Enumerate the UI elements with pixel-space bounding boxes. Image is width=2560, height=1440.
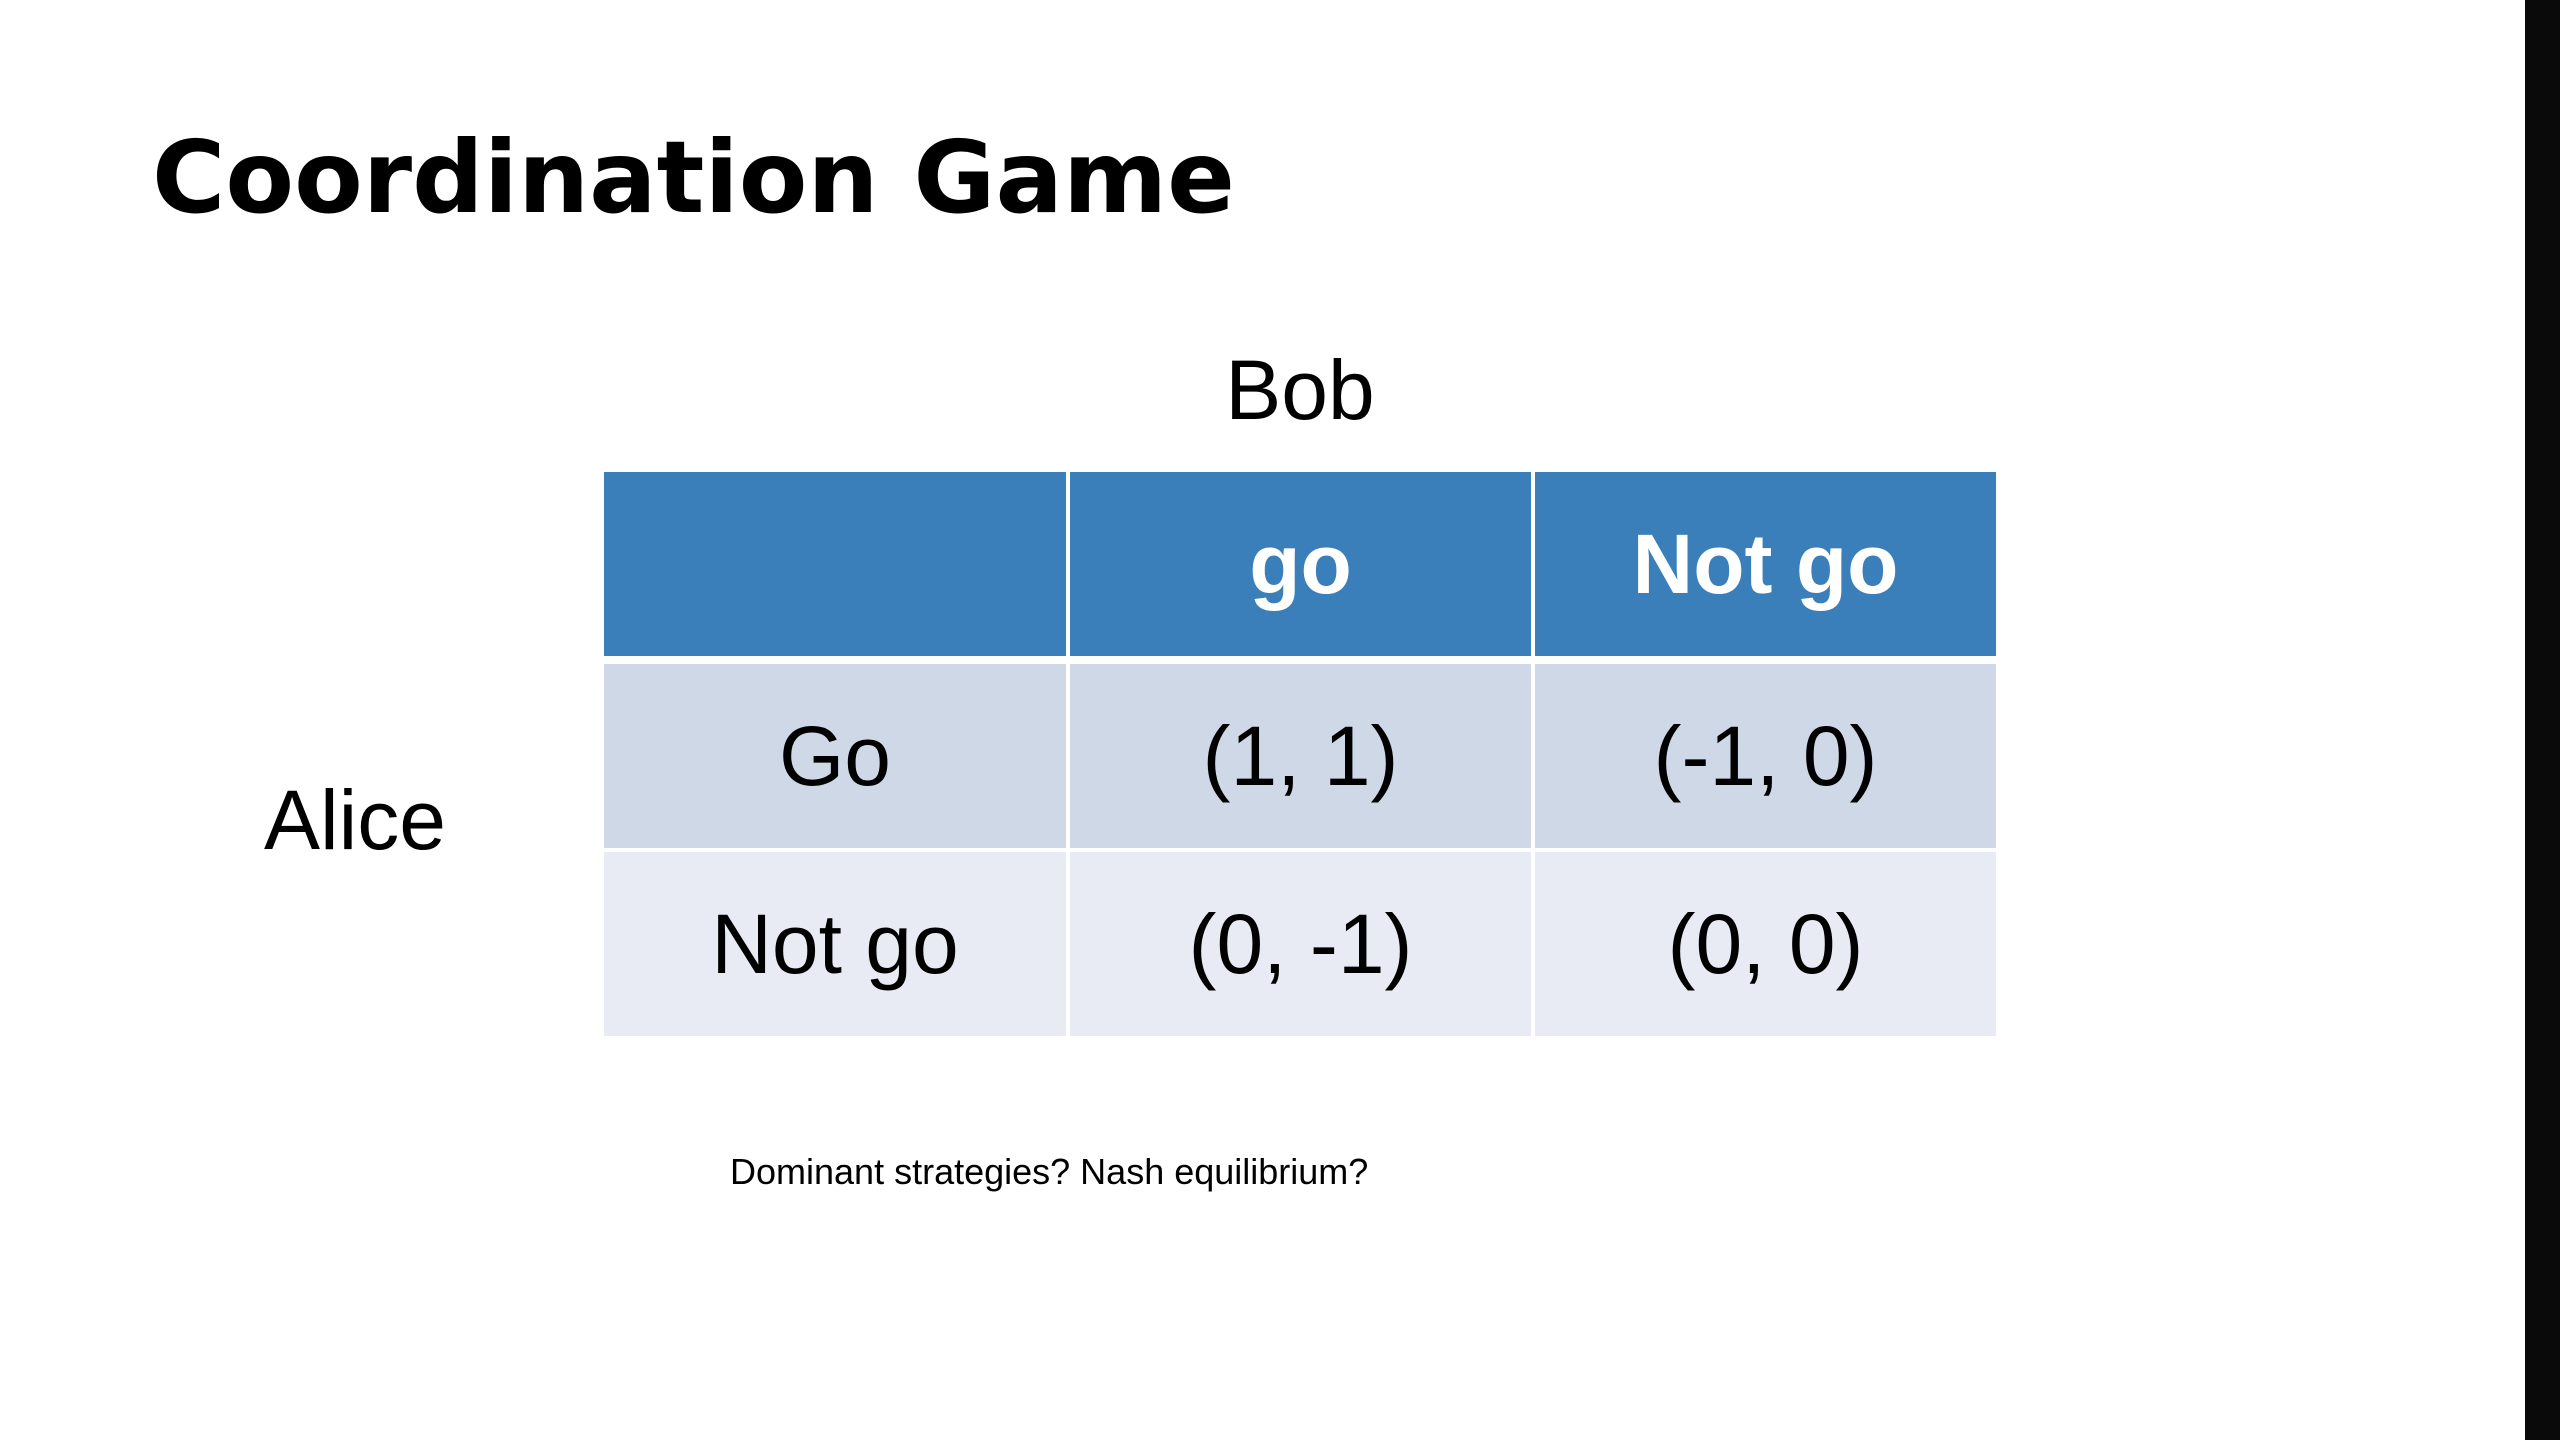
header-cell-not-go: Not go: [1531, 468, 2000, 664]
payoff-matrix: go Not go Go (1, 1) (-1, 0) Not go (0, -…: [600, 468, 2000, 1040]
row-player-label: Alice: [263, 773, 447, 867]
column-player-label: Bob: [1225, 343, 1375, 437]
table-row: Not go (0, -1) (0, 0): [600, 848, 2000, 1040]
header-cell-go: go: [1066, 468, 1535, 664]
row-strategy-cell: Go: [600, 658, 1070, 852]
table-row: Go (1, 1) (-1, 0): [600, 658, 2000, 852]
payoff-cell: (0, 0): [1531, 848, 2000, 1040]
payoff-cell: (0, -1): [1066, 848, 1535, 1040]
question-note: Dominant strategies? Nash equilibrium?: [730, 1151, 1369, 1192]
window-edge-bar: [2525, 0, 2560, 1440]
slide-title: Coordination Game: [152, 119, 1236, 236]
payoff-cell: (1, 1): [1066, 658, 1535, 852]
header-row: go Not go: [600, 468, 2000, 664]
row-strategy-cell: Not go: [600, 848, 1070, 1040]
payoff-cell: (-1, 0): [1531, 658, 2000, 852]
header-corner-cell: [600, 468, 1070, 664]
